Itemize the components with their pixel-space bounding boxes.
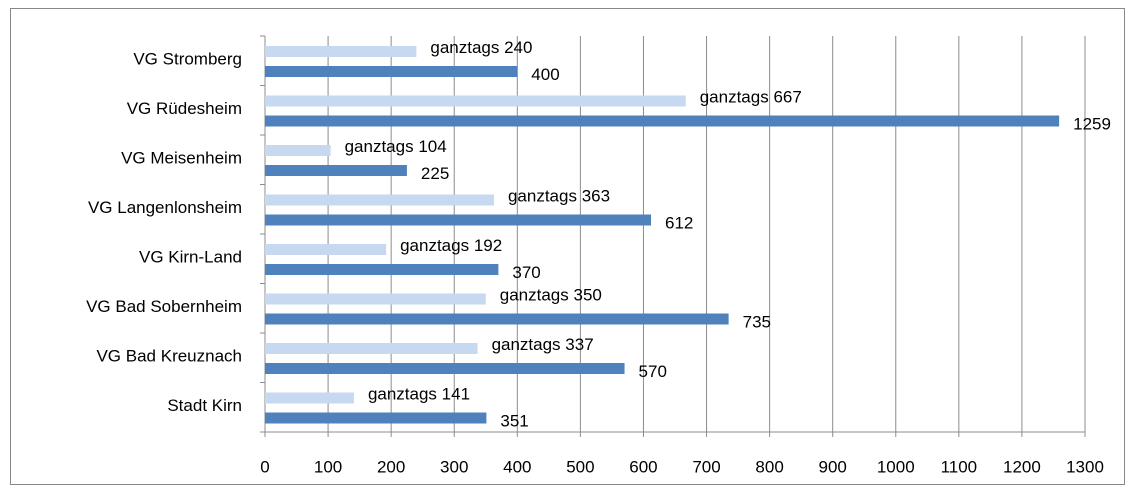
y-tick-label: VG Bad Kreuznach (96, 346, 242, 365)
bar (265, 194, 494, 206)
data-label: 400 (531, 65, 559, 84)
bar (265, 363, 625, 374)
bar (265, 264, 499, 275)
x-tick-label: 500 (566, 457, 594, 476)
data-label: 225 (421, 164, 449, 183)
bar (265, 293, 486, 305)
x-tick-label: 600 (629, 457, 657, 476)
bar (265, 343, 478, 354)
data-label: 612 (665, 213, 693, 232)
bar (265, 145, 331, 156)
bar (265, 313, 729, 325)
bar (265, 392, 354, 404)
bar (265, 214, 652, 226)
y-tick-label: VG Kirn-Land (139, 247, 242, 266)
y-tick-label: VG Bad Sobernheim (86, 297, 242, 316)
data-label: ganztags 667 (700, 87, 802, 106)
data-label: 351 (500, 411, 528, 430)
y-tick-label: VG Langenlonsheim (88, 198, 242, 217)
y-tick-label: VG Stromberg (133, 49, 242, 68)
y-tick-label: Stadt Kirn (167, 396, 242, 415)
y-tick-label: VG Rüdesheim (127, 99, 242, 118)
data-label: ganztags 141 (368, 384, 470, 403)
data-label: ganztags 363 (508, 186, 610, 205)
x-tick-label: 300 (440, 457, 468, 476)
data-label: 570 (639, 362, 667, 381)
x-tick-label: 1200 (1003, 457, 1041, 476)
bar (265, 46, 417, 57)
x-tick-label: 1100 (941, 457, 978, 476)
x-tick-label: 1000 (877, 457, 915, 476)
bar (265, 115, 1060, 127)
data-label: ganztags 337 (492, 335, 594, 354)
bar (265, 95, 686, 107)
y-tick-label: VG Meisenheim (121, 148, 242, 167)
bar (265, 66, 518, 77)
x-tick-label: 800 (755, 457, 783, 476)
data-label: 1259 (1073, 114, 1111, 133)
data-label: ganztags 192 (400, 236, 502, 255)
x-tick-label: 100 (314, 457, 342, 476)
x-tick-label: 900 (819, 457, 847, 476)
x-tick-label: 200 (377, 457, 405, 476)
bar (265, 412, 487, 424)
data-label: 735 (743, 312, 771, 331)
x-tick-label: 700 (692, 457, 720, 476)
data-label: ganztags 240 (430, 38, 532, 57)
x-tick-label: 400 (503, 457, 531, 476)
chart-border (10, 8, 1125, 485)
data-label: ganztags 104 (345, 137, 447, 156)
data-label: 370 (512, 263, 540, 282)
bar (265, 165, 407, 176)
bar (265, 244, 387, 255)
x-tick-label: 0 (260, 457, 269, 476)
data-label: ganztags 350 (500, 285, 602, 304)
x-tick-label: 1300 (1066, 457, 1104, 476)
